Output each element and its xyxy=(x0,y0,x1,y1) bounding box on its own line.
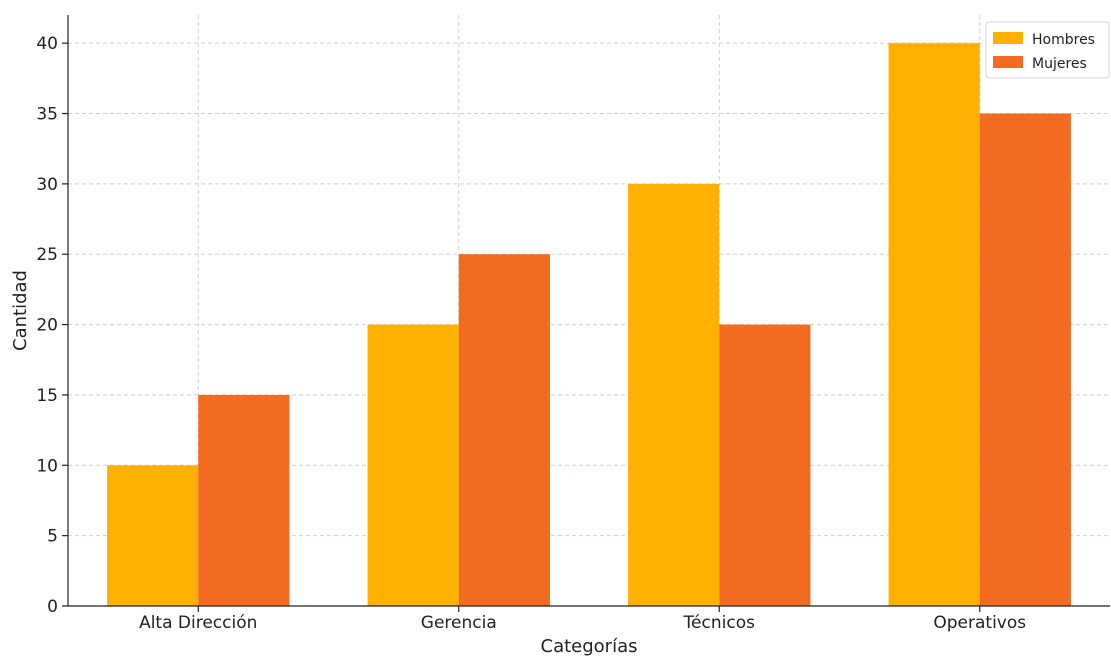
y-tick-label: 15 xyxy=(36,386,58,406)
x-tick-label: Operativos xyxy=(933,613,1026,633)
y-tick-label: 25 xyxy=(36,245,58,265)
x-axis-title: Categorías xyxy=(541,636,638,657)
x-tick-label: Técnicos xyxy=(683,613,756,633)
bar-hombres-4 xyxy=(888,43,980,606)
x-axis-ticks: Alta Dirección Gerencia Técnicos Operativos xyxy=(139,606,1026,633)
y-axis-ticks: 0 5 10 15 20 25 30 35 40 xyxy=(36,34,68,617)
bar-hombres-2 xyxy=(367,324,459,606)
x-tick-label: Alta Dirección xyxy=(139,613,257,633)
legend-swatch-mujeres xyxy=(993,56,1023,68)
bar-hombres-3 xyxy=(628,183,720,606)
y-tick-label: 10 xyxy=(36,456,58,476)
y-axis-title: Cantidad xyxy=(10,270,31,351)
bar-hombres-1 xyxy=(107,465,199,606)
bars xyxy=(107,43,1071,606)
legend: Hombres Mujeres xyxy=(985,21,1110,79)
y-tick-label: 35 xyxy=(36,105,58,125)
legend-label-hombres: Hombres xyxy=(1032,32,1095,48)
bar-mujeres-4 xyxy=(979,113,1071,606)
bar-mujeres-3 xyxy=(719,324,811,606)
bar-mujeres-2 xyxy=(458,254,550,606)
legend-label-mujeres: Mujeres xyxy=(1032,56,1087,72)
y-tick-label: 40 xyxy=(36,34,58,54)
y-tick-label: 5 xyxy=(47,527,58,547)
x-tick-label: Gerencia xyxy=(421,613,497,633)
y-tick-label: 20 xyxy=(36,316,58,336)
y-tick-label: 30 xyxy=(36,175,58,195)
bar-mujeres-1 xyxy=(198,394,290,606)
y-tick-label: 0 xyxy=(47,597,58,617)
legend-swatch-hombres xyxy=(993,32,1023,44)
